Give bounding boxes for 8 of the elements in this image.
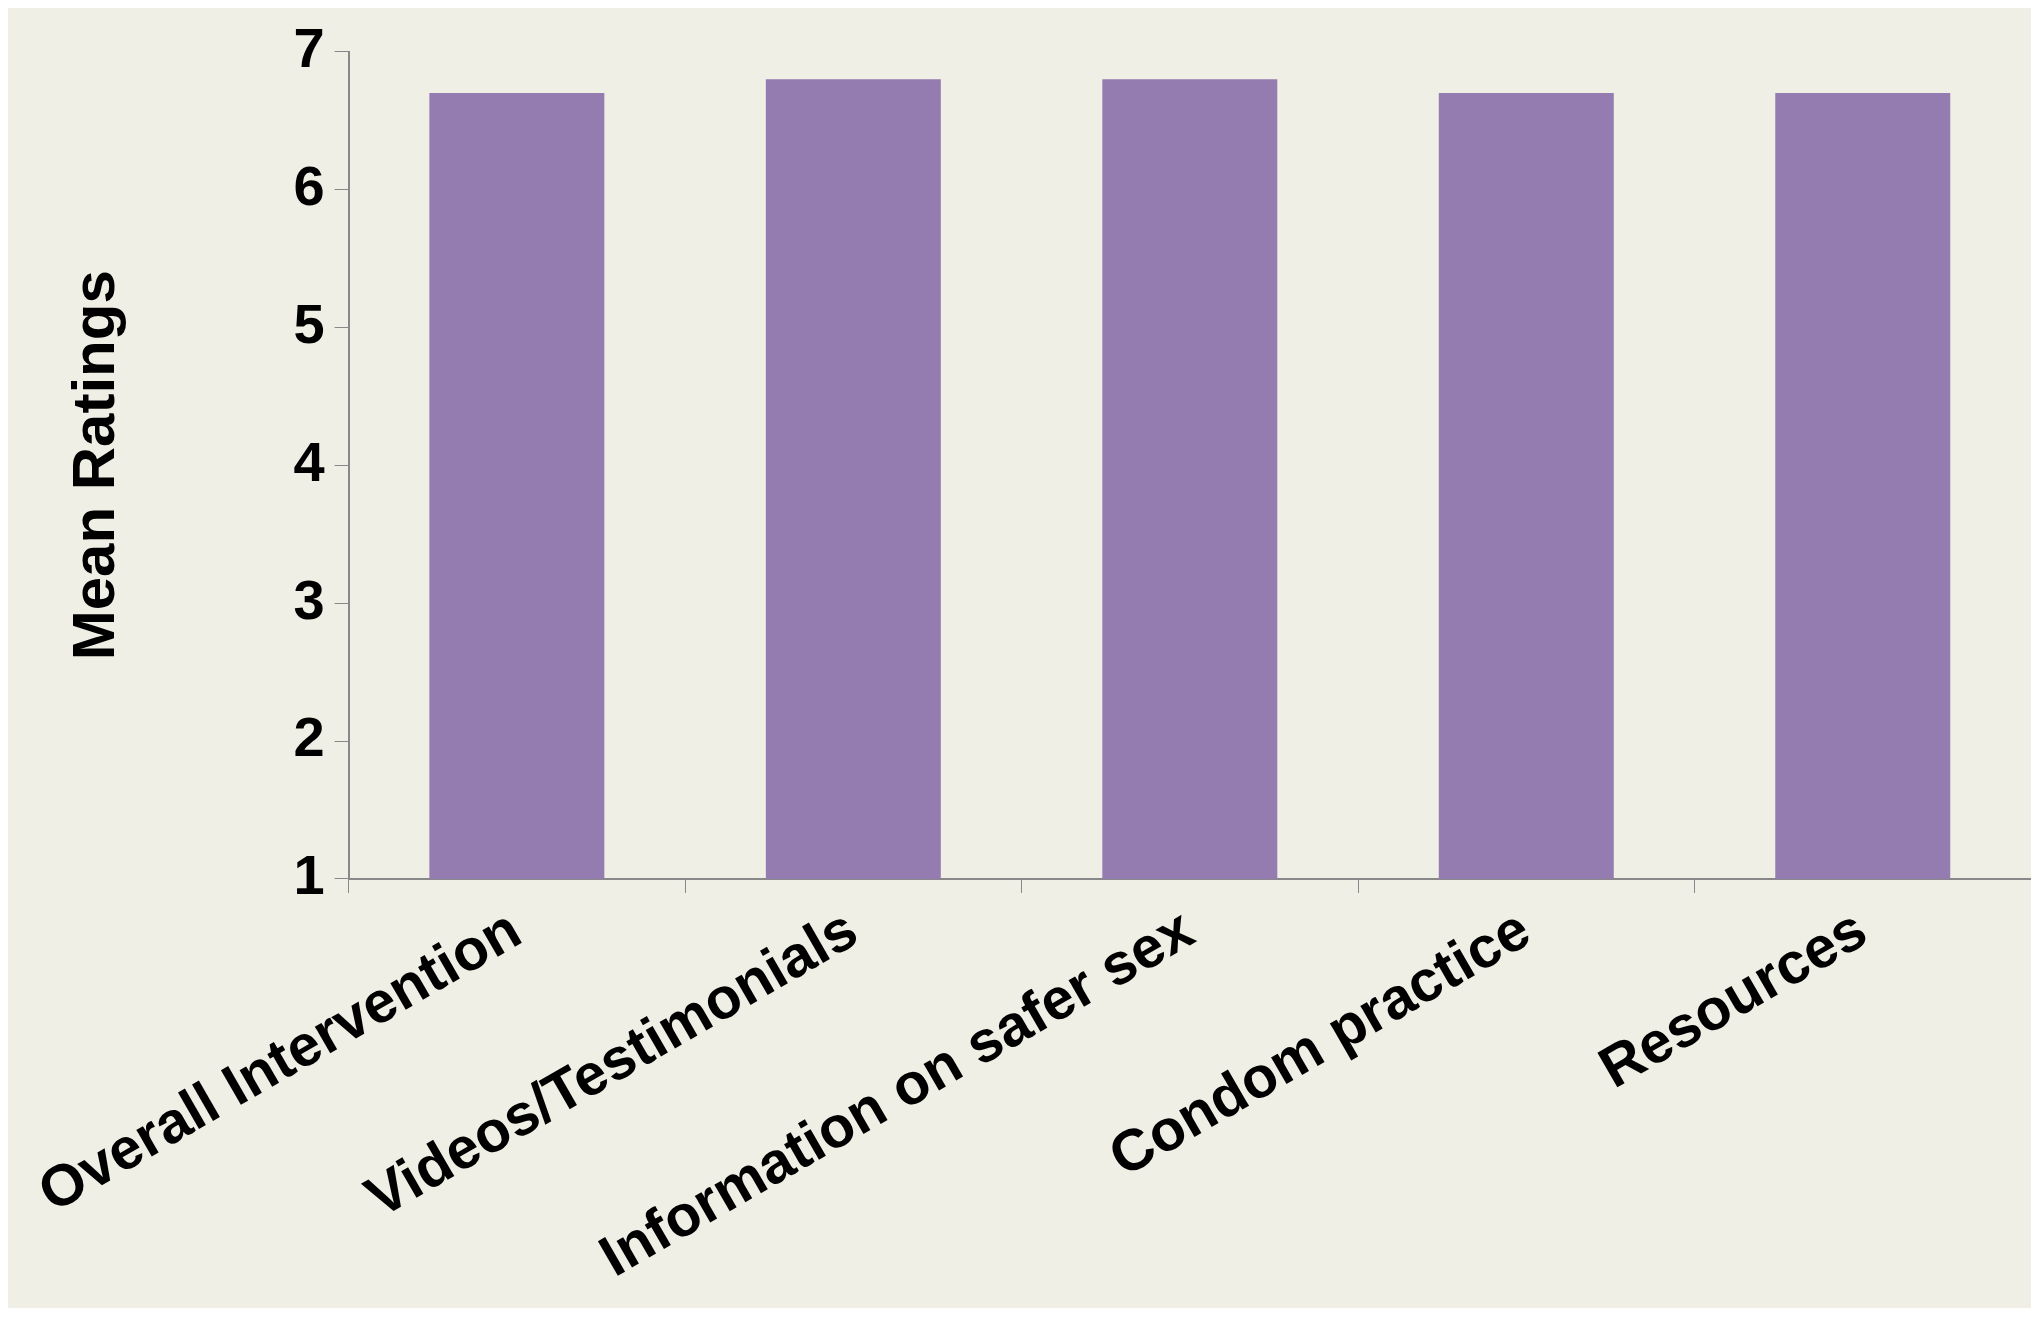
y-tick-label: 5	[293, 291, 325, 355]
y-tick-label: 6	[293, 153, 325, 217]
y-tick-label: 4	[293, 429, 325, 493]
y-tick-label: 2	[293, 705, 325, 769]
y-tick-label: 1	[293, 843, 325, 907]
y-tick-label: 7	[293, 16, 325, 80]
y-axis-title: Mean Ratings	[60, 270, 128, 661]
y-tick-label: 3	[293, 567, 325, 631]
